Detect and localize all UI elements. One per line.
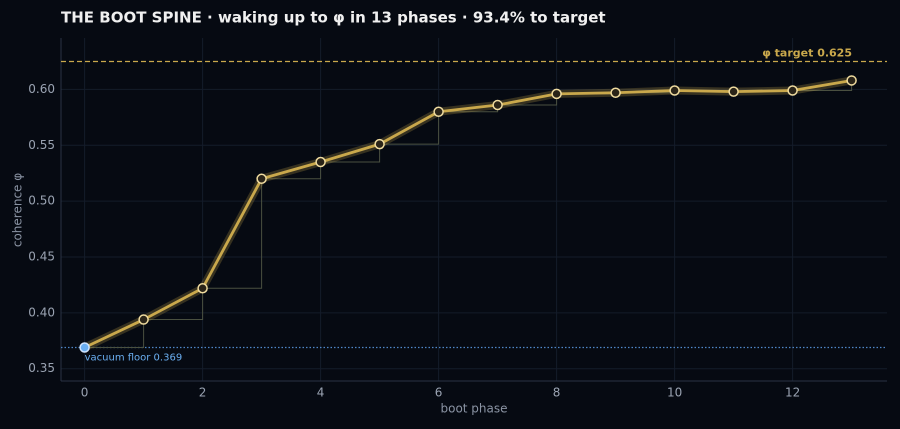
point xyxy=(669,85,680,96)
x-tick-label: 12 xyxy=(785,386,800,400)
point xyxy=(433,106,444,117)
y-tick-label: 0.35 xyxy=(28,361,55,375)
chart-title: THE BOOT SPINE · waking up to φ in 13 ph… xyxy=(61,9,606,27)
x-tick-label: 2 xyxy=(199,386,207,400)
point xyxy=(787,85,798,96)
point xyxy=(846,75,857,86)
point xyxy=(551,88,562,100)
point xyxy=(138,314,149,325)
x-tick-label: 10 xyxy=(667,386,682,400)
x-axis-label: boot phase xyxy=(440,402,507,416)
point xyxy=(256,173,267,185)
x-tick-label: 4 xyxy=(317,386,325,400)
line xyxy=(84,79,852,349)
x-tick-label: 8 xyxy=(553,386,561,400)
x-tick-label: 0 xyxy=(81,386,89,400)
y-axis-label: coherence φ xyxy=(11,173,25,247)
y-tick-label: 0.60 xyxy=(28,82,55,96)
point xyxy=(610,87,621,98)
x-tick-label: 6 xyxy=(435,386,443,400)
y-tick-label: 0.40 xyxy=(28,305,55,319)
y-tick-label: 0.55 xyxy=(28,138,55,152)
point xyxy=(492,99,503,111)
point xyxy=(374,138,385,150)
floor-label: vacuum floor 0.369 xyxy=(85,352,183,363)
target-label: φ target 0.625 xyxy=(762,46,852,59)
point xyxy=(315,156,326,168)
y-tick-label: 0.45 xyxy=(28,249,55,263)
point xyxy=(728,86,739,97)
y-tick-label: 0.50 xyxy=(28,194,55,208)
point xyxy=(197,283,208,294)
point xyxy=(79,342,90,353)
